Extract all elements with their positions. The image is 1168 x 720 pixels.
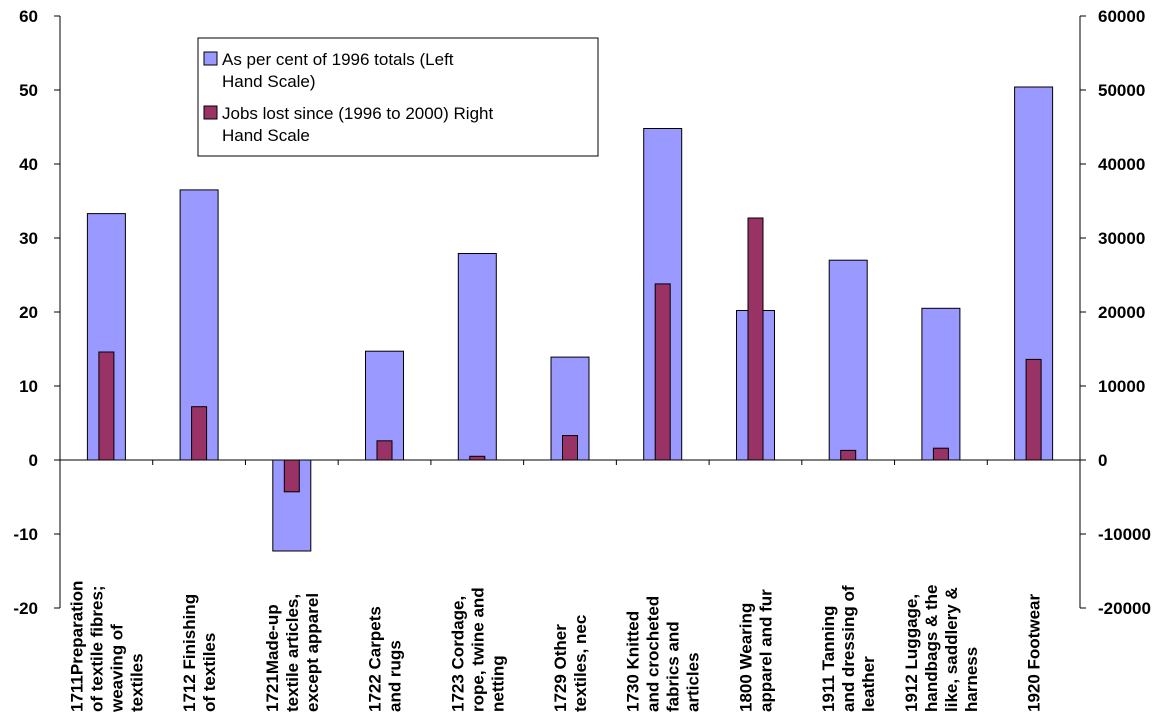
category-label-line: fabrics and — [664, 621, 683, 712]
left-tick-label: 30 — [19, 229, 38, 248]
right-axis-ticks: 60000 50000 40000 30000 20000 10000 0 -10000 -20… — [1080, 7, 1151, 618]
left-tick-label: 50 — [19, 81, 38, 100]
category-label-line: 1920 Footwear — [1025, 594, 1044, 712]
legend-label: Hand Scale) — [222, 72, 316, 91]
category-label: 1920 Footwear — [1025, 594, 1044, 712]
category-label-line: textile articles, — [283, 594, 302, 712]
category-label-line: 1722 Carpets — [366, 606, 385, 712]
category-label-line: textiles — [127, 653, 146, 712]
left-tick-label: 10 — [19, 377, 38, 396]
category-label-line: like, saddlery & — [942, 587, 961, 712]
category-label-line: apparel and fur — [756, 589, 775, 712]
category-label: 1711Preparation of textile fibres; weaving… — [67, 581, 146, 713]
bar-jobs-lost — [376, 440, 393, 461]
category-label-line: 1911 Tanning — [819, 606, 838, 712]
category-label-line: 1711Preparation — [67, 581, 86, 712]
category-label: 1722 Carpets and rugs — [366, 606, 405, 712]
legend-label: Hand Scale — [222, 126, 310, 145]
category-label-line: 1723 Cordage, — [448, 596, 467, 712]
category-label-line: rope, twine and — [468, 587, 487, 712]
category-label: 1730 Knitted and crocheted fabrics and arti… — [624, 596, 703, 712]
bar-percent — [828, 259, 868, 461]
bar-jobs-lost — [747, 217, 764, 461]
right-tick-label: 50000 — [1098, 81, 1145, 100]
series-percent-bars — [86, 86, 1054, 552]
legend-label: Jobs lost since (1996 to 2000) Right — [222, 104, 493, 123]
category-label-line: weaving of — [107, 624, 126, 713]
category-label-line: 1712 Finishing — [180, 594, 199, 712]
bar-jobs-lost — [98, 351, 115, 461]
category-label: 1723 Cordage, rope, twine and netting — [448, 587, 507, 712]
category-label-line: and rugs — [386, 640, 405, 712]
right-tick-label: 60000 — [1098, 7, 1145, 26]
category-label-line: and dressing of — [839, 585, 858, 712]
bar-jobs-lost — [654, 283, 671, 461]
left-tick-label: 40 — [19, 155, 38, 174]
bar-jobs-lost — [840, 449, 857, 461]
category-label-line: 1729 Other — [551, 624, 570, 712]
category-label-line: of textiles — [200, 633, 219, 712]
bar-percent — [921, 307, 961, 461]
bar-percent — [457, 253, 497, 461]
category-label-line: of textile fibres; — [87, 585, 106, 712]
right-tick-label: -10000 — [1098, 525, 1151, 544]
right-tick-label: -20000 — [1098, 599, 1151, 618]
category-label-line: handbags & the — [922, 584, 941, 712]
bar-jobs-lost — [283, 459, 300, 493]
category-label: 1729 Other textiles, nec — [551, 615, 590, 712]
right-tick-label: 10000 — [1098, 377, 1145, 396]
series-jobs-lost-bars — [98, 217, 1042, 493]
left-tick-label: -10 — [13, 525, 38, 544]
right-tick-label: 30000 — [1098, 229, 1145, 248]
bar-jobs-lost — [1025, 358, 1042, 461]
category-label-line: except apparel — [303, 593, 322, 712]
left-axis-ticks: 60 50 40 30 20 10 0 -10 -20 — [13, 7, 60, 618]
right-tick-label: 20000 — [1098, 303, 1145, 322]
category-label: 1712 Finishing of textiles — [180, 594, 219, 712]
legend-box — [197, 37, 599, 157]
left-tick-label: -20 — [13, 599, 38, 618]
bar-jobs-lost — [562, 435, 578, 461]
category-labels: 1711Preparation of textile fibres; weaving… — [67, 581, 1043, 713]
bar-jobs-lost — [191, 406, 208, 461]
right-tick-label: 40000 — [1098, 155, 1145, 174]
category-label: 1911 Tanning and dressing of leather — [819, 585, 878, 712]
legend-swatch-percent — [203, 51, 218, 66]
bar-jobs-lost — [469, 455, 486, 461]
category-label-line: netting — [488, 655, 507, 712]
category-label-line: 1912 Luggage, — [902, 594, 921, 712]
legend-label: As per cent of 1996 totals (Left — [222, 50, 454, 69]
category-label: 1800 Wearing apparel and fur — [736, 589, 775, 712]
category-label-line: 1730 Knitted — [624, 611, 643, 712]
bar-jobs-lost — [932, 447, 949, 461]
left-tick-label: 20 — [19, 303, 38, 322]
category-label-line: 1800 Wearing — [736, 603, 755, 712]
category-label-line: leather — [859, 656, 878, 712]
left-tick-label: 0 — [29, 451, 38, 470]
legend-swatch-jobs-lost — [203, 105, 218, 120]
category-label: 1721Made-up textile articles, except appar… — [263, 593, 322, 712]
category-label-line: and crocheted — [644, 596, 663, 712]
category-label-line: harness — [962, 647, 981, 712]
legend: As per cent of 1996 totals (Left Hand Sca… — [197, 37, 599, 157]
right-tick-label: 0 — [1098, 451, 1107, 470]
category-label: 1912 Luggage, handbags & the like, saddler… — [902, 584, 981, 712]
category-label-line: 1721Made-up — [263, 604, 282, 712]
category-label-line: articles — [684, 652, 703, 712]
category-label-line: textiles, nec — [571, 615, 590, 712]
left-tick-label: 60 — [19, 7, 38, 26]
